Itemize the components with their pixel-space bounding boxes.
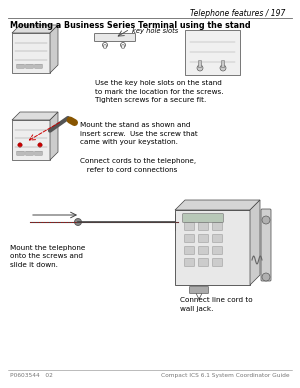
Circle shape <box>197 65 203 71</box>
Polygon shape <box>12 112 58 120</box>
Polygon shape <box>185 30 240 75</box>
FancyBboxPatch shape <box>199 258 208 267</box>
FancyBboxPatch shape <box>190 286 208 293</box>
Circle shape <box>121 43 125 47</box>
FancyBboxPatch shape <box>184 234 194 242</box>
FancyBboxPatch shape <box>35 151 42 155</box>
Polygon shape <box>250 200 260 285</box>
FancyBboxPatch shape <box>175 214 180 230</box>
FancyBboxPatch shape <box>184 258 194 267</box>
Text: Use the key hole slots on the stand
to mark the location for the screws.
Tighten: Use the key hole slots on the stand to m… <box>95 80 224 103</box>
Circle shape <box>38 143 42 147</box>
Polygon shape <box>175 200 260 210</box>
FancyBboxPatch shape <box>198 61 202 67</box>
Polygon shape <box>12 25 58 33</box>
Text: Compact ICS 6.1 System Coordinator Guide: Compact ICS 6.1 System Coordinator Guide <box>161 373 290 378</box>
FancyBboxPatch shape <box>199 234 208 242</box>
FancyBboxPatch shape <box>212 258 223 267</box>
FancyBboxPatch shape <box>17 151 24 155</box>
Circle shape <box>74 218 82 225</box>
Polygon shape <box>50 112 58 160</box>
FancyBboxPatch shape <box>26 151 33 155</box>
Text: Mount the telephone
onto the screws and
slide it down.: Mount the telephone onto the screws and … <box>10 245 86 268</box>
FancyBboxPatch shape <box>212 234 223 242</box>
FancyBboxPatch shape <box>183 214 223 222</box>
FancyBboxPatch shape <box>199 222 208 230</box>
Circle shape <box>103 43 107 47</box>
Text: Connect cords to the telephone,
   refer to cord connections: Connect cords to the telephone, refer to… <box>80 158 196 173</box>
Circle shape <box>220 65 226 71</box>
FancyBboxPatch shape <box>94 33 136 42</box>
FancyBboxPatch shape <box>221 61 225 67</box>
Text: key hole slots: key hole slots <box>132 28 178 34</box>
Polygon shape <box>12 33 50 73</box>
Text: Mounting a Business Series Terminal using the stand: Mounting a Business Series Terminal usin… <box>10 21 250 30</box>
Circle shape <box>18 143 22 147</box>
FancyBboxPatch shape <box>104 45 106 48</box>
FancyBboxPatch shape <box>261 209 271 281</box>
Polygon shape <box>50 25 58 73</box>
Circle shape <box>262 273 270 281</box>
FancyBboxPatch shape <box>212 222 223 230</box>
Text: Telephone features / 197: Telephone features / 197 <box>190 9 285 19</box>
Text: Mount the stand as shown and
insert screw.  Use the screw that
came with your ke: Mount the stand as shown and insert scre… <box>80 122 198 145</box>
Text: Connect line cord to
wall jack.: Connect line cord to wall jack. <box>180 297 253 312</box>
FancyBboxPatch shape <box>17 64 24 68</box>
Text: P0603544   02: P0603544 02 <box>10 373 53 378</box>
FancyBboxPatch shape <box>26 64 33 68</box>
FancyBboxPatch shape <box>122 45 124 48</box>
FancyBboxPatch shape <box>184 246 194 255</box>
Polygon shape <box>175 210 250 285</box>
FancyBboxPatch shape <box>184 222 194 230</box>
Circle shape <box>262 216 270 224</box>
FancyBboxPatch shape <box>212 246 223 255</box>
Polygon shape <box>12 120 50 160</box>
FancyBboxPatch shape <box>199 246 208 255</box>
FancyBboxPatch shape <box>35 64 42 68</box>
